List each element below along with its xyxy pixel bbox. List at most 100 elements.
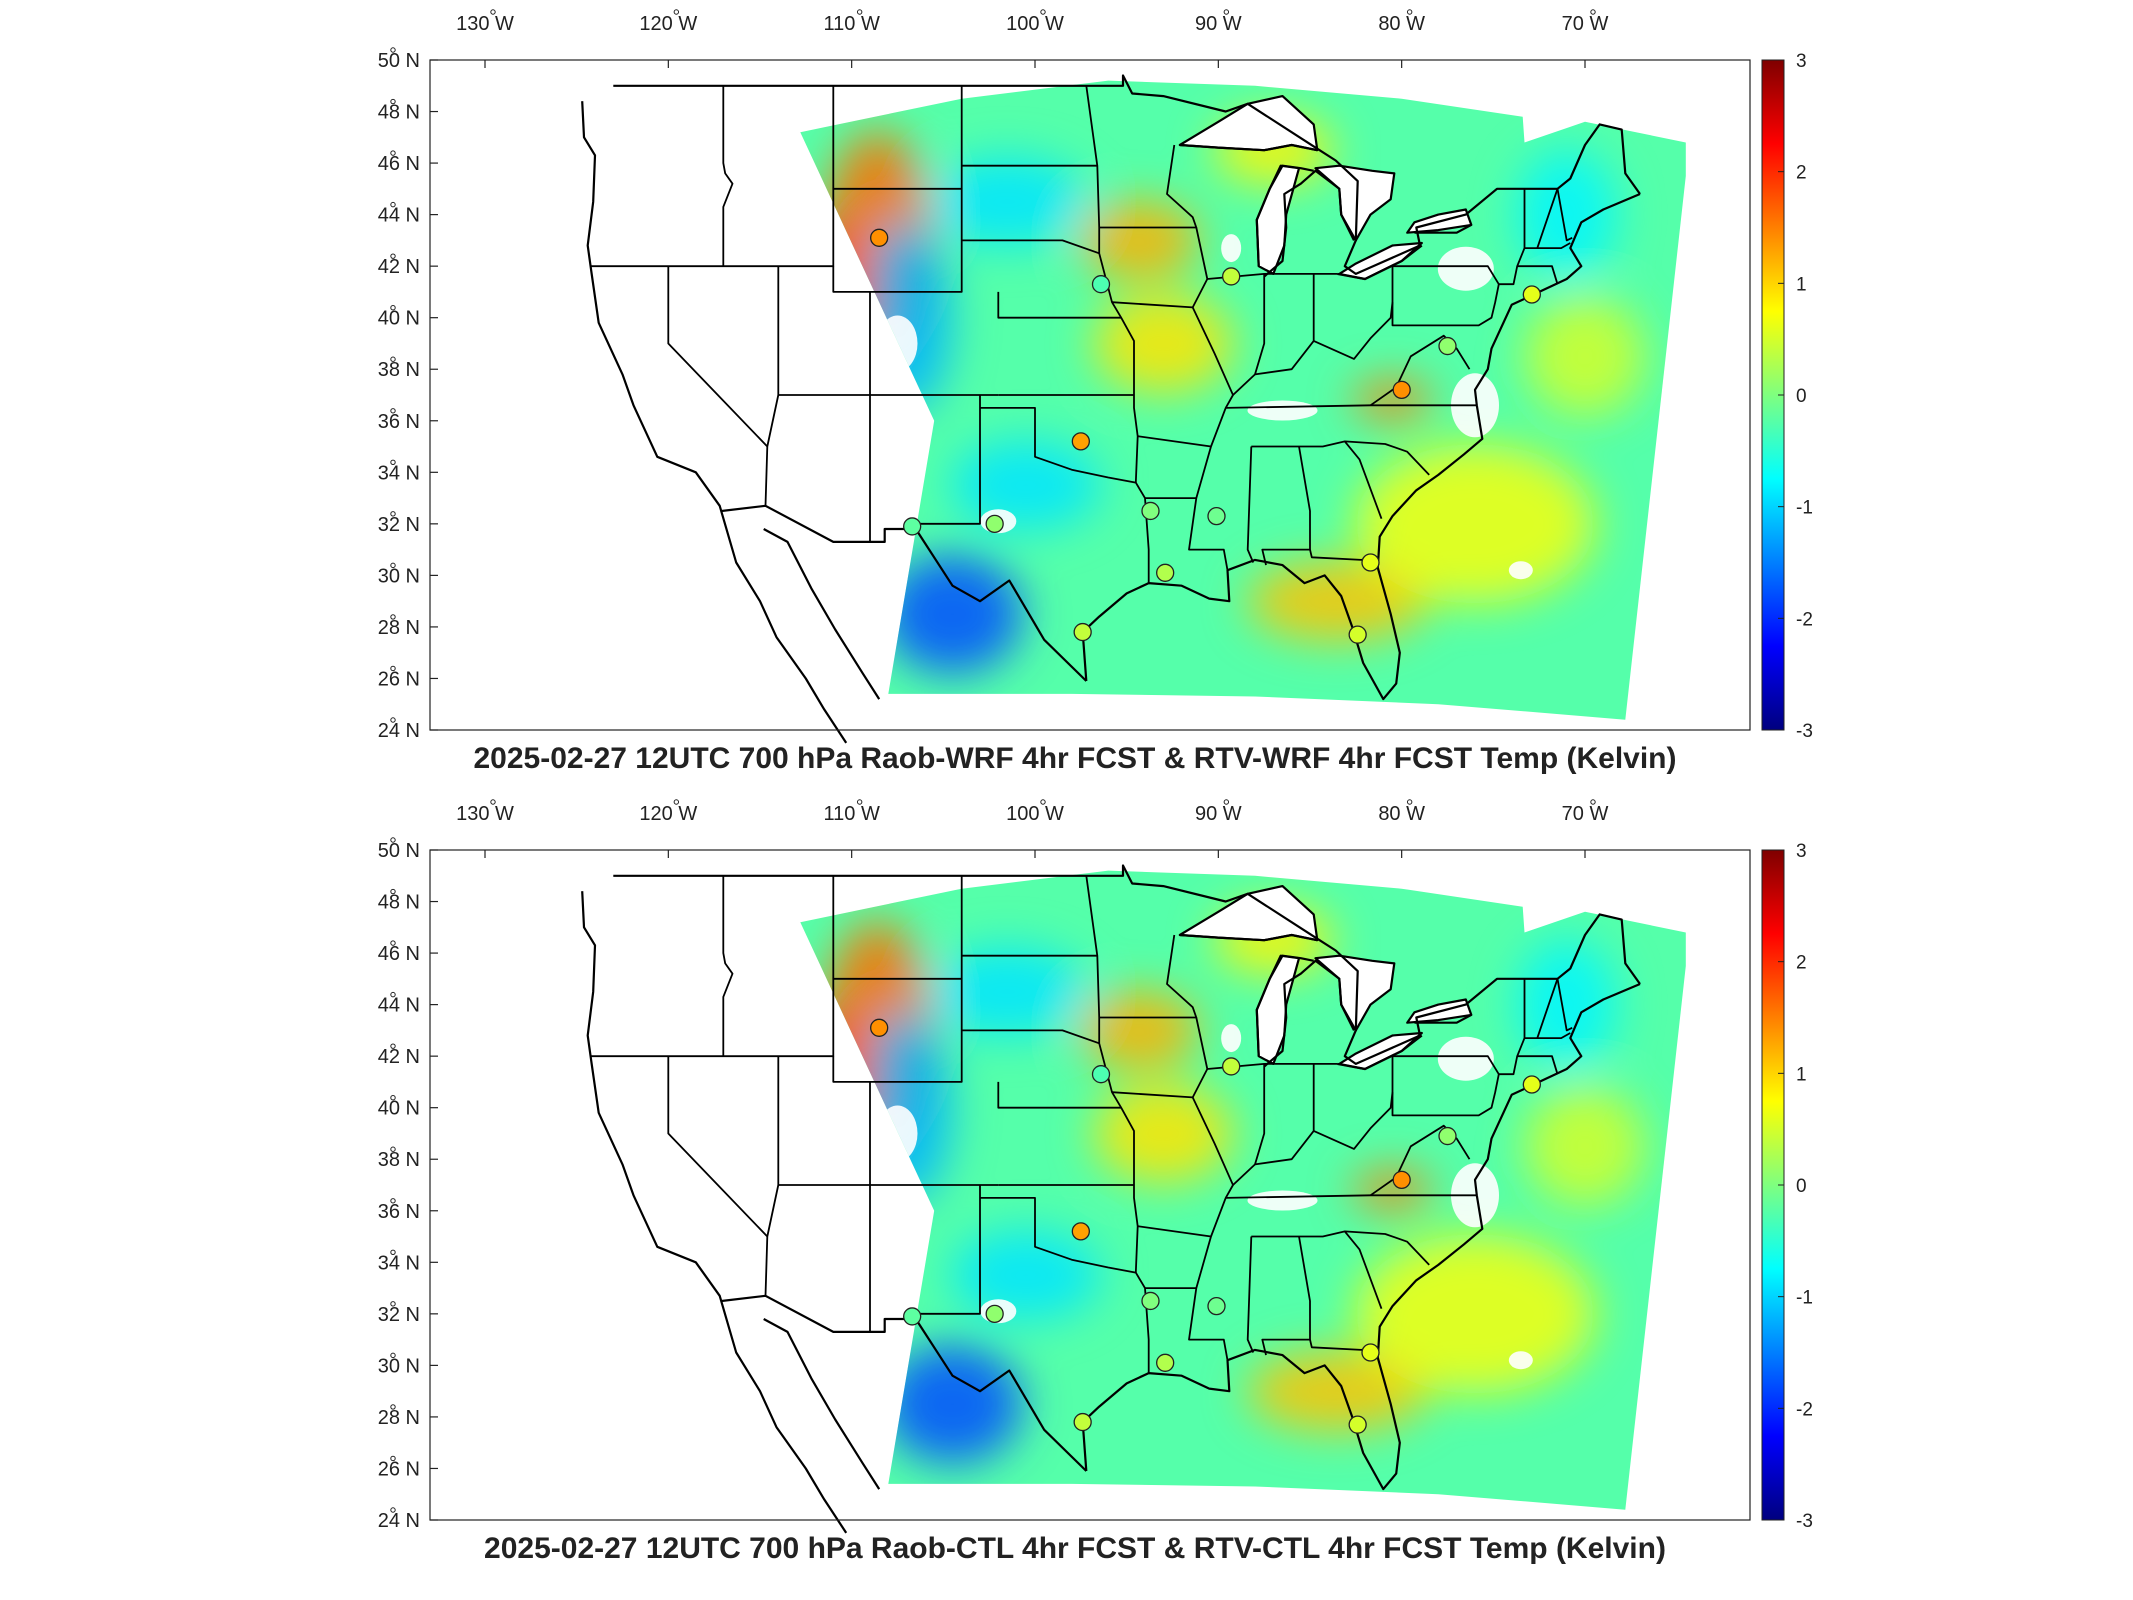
lat-tick-label: 40 N [378, 308, 420, 330]
lon-tick-label: 90 W [1195, 803, 1242, 825]
raob-station-marker [1222, 267, 1241, 286]
raob-station-marker [1361, 553, 1380, 572]
lat-tick-label: 44 N [378, 205, 420, 227]
raob-stations [870, 228, 1541, 644]
lat-tick-label: 42 N [378, 1046, 420, 1068]
map-panel-top: 130 W 120 W 110 W 100 W 90 W 80 W 70 W 50 N 48 N… [0, 0, 2133, 790]
degree-symbol [1040, 799, 1046, 805]
data-field-blob [1093, 293, 1234, 394]
state-border [1369, 334, 1471, 407]
coastline [1255, 954, 1314, 1057]
raob-station-marker [1392, 1170, 1411, 1189]
state-border [1391, 978, 1526, 1117]
degree-symbol [390, 991, 396, 998]
degree-symbol [390, 511, 396, 517]
degree-symbol [390, 47, 396, 53]
state-border [1313, 1056, 1394, 1150]
data-field-blob [1516, 939, 1617, 1070]
degree-symbol [673, 799, 680, 805]
degree-symbol [390, 1507, 396, 1513]
raob-station-marker [1071, 432, 1090, 451]
raob-station-marker [1207, 506, 1226, 526]
coastline [763, 1318, 881, 1490]
degree-symbol [390, 562, 396, 569]
raob-station-marker [1156, 1353, 1175, 1372]
lat-tick-label: 30 N [378, 1355, 420, 1377]
data-field-blob [1079, 990, 1200, 1071]
data-field-blob [1079, 200, 1200, 281]
coastline [1337, 244, 1423, 281]
lon-tick-label: 120 W [639, 13, 697, 35]
raob-station-marker [1071, 1222, 1090, 1241]
degree-symbol [1406, 799, 1413, 805]
coastline [1263, 959, 1355, 1068]
colorbar-tick-label: -3 [1796, 1511, 1813, 1532]
lon-tick-label: 70 W [1562, 13, 1609, 35]
state-border [961, 239, 1100, 255]
map-border [429, 59, 1751, 731]
state-border [1517, 1055, 1559, 1075]
degree-symbol [1223, 799, 1230, 805]
data-field-blob [1352, 1170, 1433, 1211]
colorbar-tick-label: -1 [1796, 498, 1813, 519]
data-field-blob [1093, 1083, 1234, 1184]
colorbar-tick-label: 3 [1796, 51, 1807, 72]
lon-tick-label: 130 W [456, 803, 514, 825]
lat-tick-label: 48 N [378, 892, 420, 914]
map-panel-bottom: 130 W 120 W 110 W 100 W 90 W 80 W 70 W 50 N 48 N… [0, 790, 2133, 1580]
colorbar-tick-label: -1 [1796, 1288, 1813, 1309]
lon-tick-label: 90 W [1195, 13, 1242, 35]
coastline [613, 864, 1641, 1065]
degree-symbol [490, 9, 496, 15]
degree-symbol [390, 1198, 396, 1204]
state-border [1391, 188, 1526, 327]
raob-station-marker [1207, 1296, 1226, 1316]
degree-symbol [390, 888, 396, 895]
missing-data-patch [1437, 246, 1494, 291]
lat-tick-label: 24 N [378, 720, 420, 742]
lat-tick-label: 32 N [378, 1304, 420, 1326]
state-border [1251, 1230, 1430, 1266]
degree-symbol [390, 1301, 396, 1307]
colorbar-tick-label: 1 [1796, 274, 1807, 295]
state-border [667, 1056, 768, 1238]
degree-symbol [390, 1249, 396, 1256]
lat-tick-label: 38 N [378, 359, 420, 381]
data-field-blob [882, 1344, 1023, 1465]
raob-station-marker [1438, 1126, 1457, 1146]
raob-station-marker [870, 228, 889, 247]
state-border [1536, 978, 1559, 1039]
raob-station-marker [903, 1307, 922, 1326]
raob-station-marker [1392, 380, 1411, 399]
data-field-blob [927, 946, 1088, 1037]
degree-symbol [390, 837, 396, 843]
map-border [429, 849, 1751, 1521]
missing-data-patch [1247, 1190, 1318, 1211]
colorbar-tick-label: -3 [1796, 721, 1813, 742]
state-border [1517, 265, 1559, 285]
raob-station-marker [1348, 625, 1367, 644]
state-border [1524, 1032, 1571, 1039]
raob-station-marker [1361, 1343, 1380, 1362]
colorbar-tick-label: 2 [1796, 953, 1807, 974]
panel-title: 2025-02-27 12UTC 700 hPa Raob-CTL 4hr FC… [484, 1532, 1666, 1565]
state-border [997, 1081, 1122, 1109]
coastline [1255, 164, 1314, 267]
lat-tick-label: 28 N [378, 1407, 420, 1429]
coastline [613, 74, 1641, 275]
state-border [1137, 1225, 1212, 1238]
lat-tick-label: 46 N [378, 153, 420, 175]
state-border [914, 395, 981, 525]
degree-symbol [390, 665, 396, 672]
degree-symbol [856, 799, 863, 805]
raob-station-marker [903, 517, 922, 536]
state-border [1225, 1194, 1477, 1199]
coastline [1179, 143, 1318, 152]
missing-data-patch [1437, 1036, 1494, 1081]
lat-tick-label: 48 N [378, 102, 420, 124]
colorbar-tick-label: 3 [1796, 841, 1807, 862]
state-border [914, 1185, 981, 1315]
panel-title: 2025-02-27 12UTC 700 hPa Raob-WRF 4hr FC… [473, 742, 1677, 775]
colorbar-tick-label: 1 [1796, 1064, 1807, 1085]
raob-station-marker [1073, 1412, 1092, 1432]
